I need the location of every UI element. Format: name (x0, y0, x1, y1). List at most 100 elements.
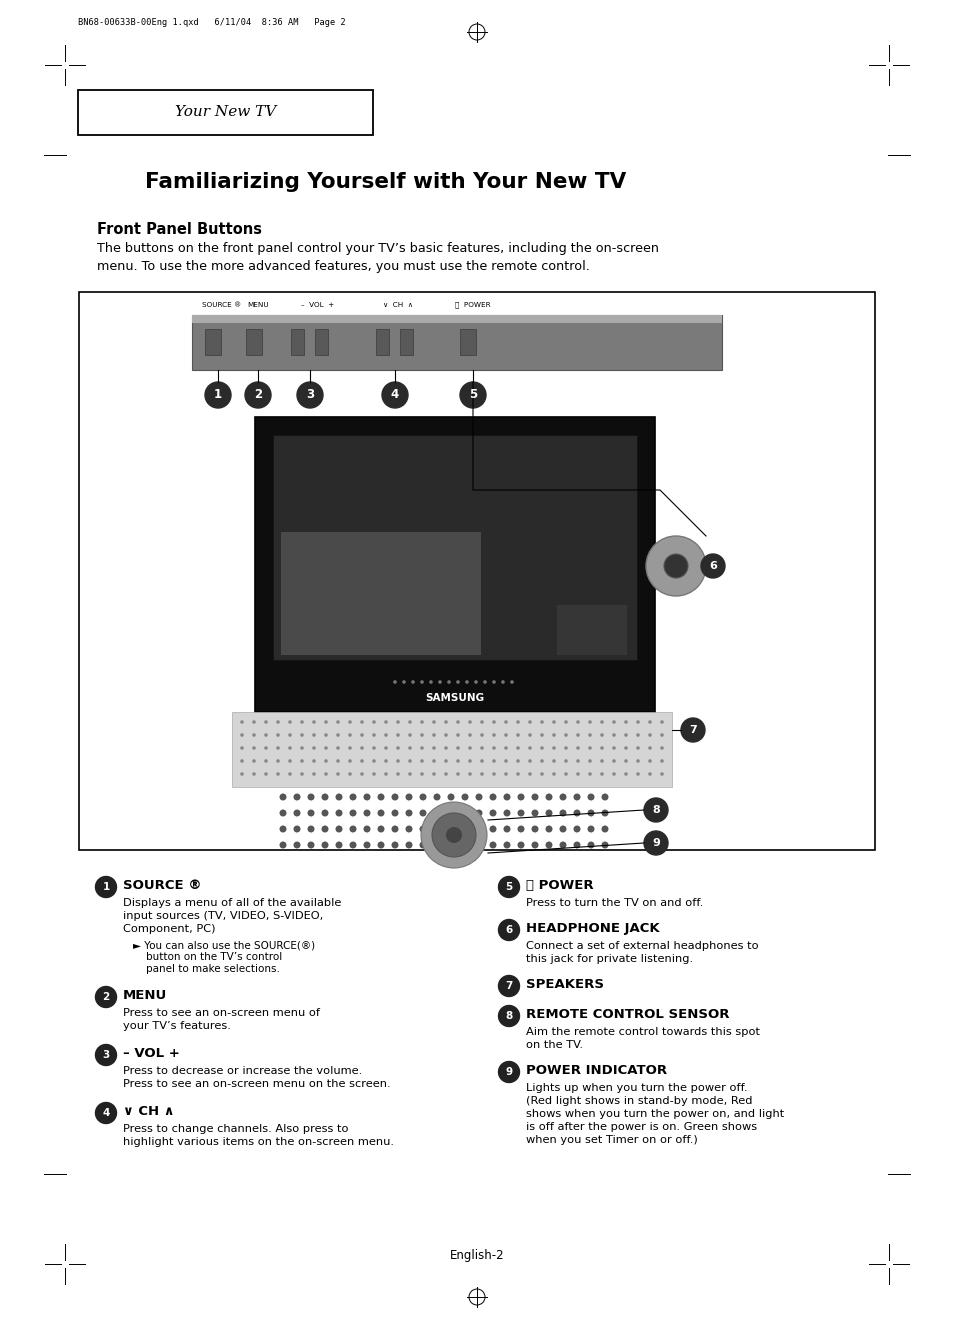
Circle shape (475, 809, 482, 816)
Circle shape (503, 793, 510, 800)
Text: –  VOL  +: – VOL + (301, 302, 335, 308)
Circle shape (312, 746, 315, 750)
Text: 4: 4 (391, 388, 398, 401)
Circle shape (576, 759, 579, 763)
Circle shape (459, 381, 485, 408)
Text: ⏻ POWER: ⏻ POWER (525, 878, 593, 892)
Circle shape (432, 759, 436, 763)
Circle shape (636, 772, 639, 776)
Text: 6: 6 (505, 925, 512, 936)
Circle shape (659, 759, 663, 763)
Circle shape (419, 746, 423, 750)
Circle shape (395, 734, 399, 736)
Circle shape (456, 746, 459, 750)
Circle shape (528, 720, 531, 724)
Circle shape (95, 986, 116, 1007)
Circle shape (384, 759, 387, 763)
Circle shape (240, 772, 244, 776)
Circle shape (419, 680, 423, 684)
Circle shape (563, 759, 567, 763)
Circle shape (324, 734, 328, 736)
Circle shape (447, 825, 454, 832)
Circle shape (300, 772, 303, 776)
Circle shape (433, 809, 440, 816)
Circle shape (479, 772, 483, 776)
Circle shape (405, 825, 412, 832)
Circle shape (601, 825, 608, 832)
Circle shape (516, 720, 519, 724)
Circle shape (503, 825, 510, 832)
Circle shape (539, 746, 543, 750)
Circle shape (384, 720, 387, 724)
Circle shape (461, 809, 468, 816)
Text: English-2: English-2 (449, 1248, 504, 1261)
Circle shape (348, 720, 352, 724)
Circle shape (516, 759, 519, 763)
Circle shape (612, 772, 615, 776)
Circle shape (447, 809, 454, 816)
Circle shape (384, 746, 387, 750)
Circle shape (419, 734, 423, 736)
Bar (375, 330, 389, 355)
Circle shape (588, 746, 591, 750)
Circle shape (335, 734, 339, 736)
Circle shape (307, 825, 314, 832)
Circle shape (563, 734, 567, 736)
Circle shape (599, 772, 603, 776)
Text: panel to make selections.: panel to make selections. (132, 964, 279, 974)
Circle shape (348, 772, 352, 776)
Circle shape (504, 720, 507, 724)
Circle shape (321, 809, 328, 816)
Circle shape (429, 680, 433, 684)
Circle shape (391, 809, 398, 816)
Text: SOURCE ®: SOURCE ® (202, 302, 241, 308)
Circle shape (573, 825, 579, 832)
Circle shape (588, 734, 591, 736)
Text: when you set Timer on or off.): when you set Timer on or off.) (525, 1135, 697, 1146)
Text: Component, PC): Component, PC) (123, 924, 215, 934)
Text: 4: 4 (102, 1108, 110, 1118)
Circle shape (252, 720, 255, 724)
Text: ► You can also use the SOURCE(®): ► You can also use the SOURCE(®) (132, 940, 314, 950)
Circle shape (545, 841, 552, 848)
Circle shape (647, 734, 651, 736)
Circle shape (531, 793, 537, 800)
Circle shape (252, 746, 255, 750)
Circle shape (395, 746, 399, 750)
Circle shape (465, 680, 468, 684)
Circle shape (321, 793, 328, 800)
Circle shape (498, 1062, 519, 1083)
Text: Front Panel Buttons: Front Panel Buttons (97, 222, 262, 237)
Circle shape (599, 720, 603, 724)
Circle shape (517, 841, 524, 848)
Circle shape (419, 825, 426, 832)
Circle shape (612, 734, 615, 736)
Text: – VOL +: – VOL + (123, 1047, 179, 1061)
Circle shape (432, 813, 476, 857)
Circle shape (294, 809, 300, 816)
Circle shape (545, 793, 552, 800)
Circle shape (468, 772, 472, 776)
Circle shape (517, 793, 524, 800)
Text: input sources (TV, VIDEO, S-VIDEO,: input sources (TV, VIDEO, S-VIDEO, (123, 910, 323, 921)
Text: SOURCE ®: SOURCE ® (123, 878, 201, 892)
Circle shape (95, 877, 116, 897)
Circle shape (348, 746, 352, 750)
Circle shape (456, 680, 459, 684)
Circle shape (405, 793, 412, 800)
Circle shape (312, 759, 315, 763)
Circle shape (391, 841, 398, 848)
Text: 5: 5 (468, 388, 476, 401)
Bar (314, 330, 328, 355)
Circle shape (300, 759, 303, 763)
Circle shape (307, 809, 314, 816)
Circle shape (636, 746, 639, 750)
Circle shape (563, 772, 567, 776)
Circle shape (324, 746, 328, 750)
Circle shape (498, 975, 519, 997)
Circle shape (573, 793, 579, 800)
Circle shape (643, 797, 667, 823)
Circle shape (433, 841, 440, 848)
Circle shape (461, 825, 468, 832)
Circle shape (576, 734, 579, 736)
